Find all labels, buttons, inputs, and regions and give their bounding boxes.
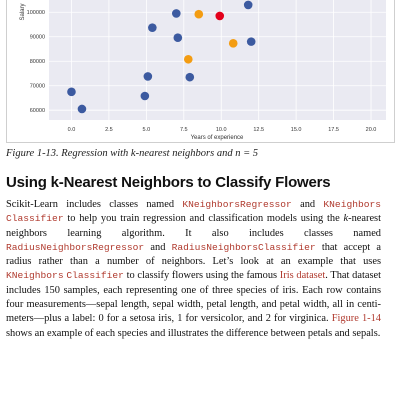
text-run: that accept a radius [6, 241, 382, 268]
y-tick-labels: 60000 70000 80000 90000 100000 [27, 10, 45, 114]
training-point [243, 0, 253, 10]
text-run: shows an example of each species and ill… [6, 327, 306, 339]
neighbors-point [228, 39, 238, 48]
training-point [143, 72, 153, 81]
text-run: and [291, 199, 324, 210]
y-tick-label: 90000 [30, 35, 45, 41]
text-run: 150 samples, each representing one of th… [6, 284, 381, 311]
x-tick-labels: 0.0 2.5 5.0 7.5 10.0 12.5 15.0 17.5 20.0 [68, 127, 377, 133]
x-tick-label: 10.0 [216, 127, 227, 133]
y-tick-label: 100000 [27, 10, 45, 16]
inline-code: RadiusNeighborsClassifier [171, 241, 316, 253]
data-points [67, 0, 256, 114]
inline-code: Classifier [6, 213, 64, 225]
text-run: rather than a number of neighbors. Let’s… [38, 256, 381, 268]
y-tick-label: 60000 [30, 108, 45, 114]
text-run: petals and sepals. [307, 327, 381, 339]
training-point [140, 91, 150, 101]
neighbors-point [183, 54, 193, 64]
x-tick-label: 5.0 [143, 127, 151, 133]
neighbors-point [194, 9, 204, 19]
prediction-point [215, 11, 225, 21]
grid [49, 0, 386, 120]
text-run: measurements—sepal length, sepal width, … [26, 299, 381, 311]
text-run: Scikit-Learn includes classes named [6, 199, 183, 210]
text-run: -nearest neighbors learning algorithm. I… [6, 213, 381, 239]
inline-code: KNeighbors [323, 199, 381, 210]
section-heading: Using k-Nearest Neighbors to Classify Fl… [6, 174, 331, 191]
text-run: to classify flowers using the famous [123, 270, 280, 282]
x-axis-label: Years of experience [191, 135, 244, 141]
body-paragraph: Scikit-Learn includes classes named KNei… [6, 198, 381, 341]
training-point [173, 33, 183, 43]
italic-text: k [343, 213, 349, 225]
x-tick-label: 0.0 [68, 127, 76, 133]
text-link[interactable]: Iris dataset [279, 270, 326, 282]
y-tick-label: 80000 [30, 59, 45, 65]
text-run: meters—plus a label: 0 for a setosa iris… [6, 313, 329, 325]
figure-caption: Figure 1-13. Regression with k-nearest n… [6, 148, 259, 159]
text-run: . That dataset includes [6, 270, 381, 296]
figure: 60000 70000 80000 90000 100000 0.0 2.5 5.0 7.5 1… [6, 0, 395, 143]
x-tick-label: 20.0 [366, 127, 377, 133]
x-tick-label: 15.0 [291, 127, 302, 133]
x-tick-label: 7.5 [180, 127, 188, 133]
plot-area [49, 0, 386, 120]
text-run: and [144, 241, 172, 253]
text-link[interactable]: Figure 1-14 [331, 313, 381, 325]
y-axis-label: Salary [20, 3, 26, 20]
inline-code: KNeighborsRegressor [182, 199, 292, 210]
inline-code: RadiusNeighborsRegressor [6, 241, 145, 253]
inline-code: Classifier [66, 270, 124, 282]
training-point [77, 104, 87, 114]
text-run: to help you train regression and classif… [63, 213, 340, 225]
training-point [172, 9, 181, 18]
training-point [67, 87, 76, 97]
inline-code: KNeighbors [6, 270, 64, 282]
training-point [246, 37, 256, 46]
x-tick-label: 12.5 [253, 127, 264, 133]
scatter-plot: 60000 70000 80000 90000 100000 0.0 2.5 5.0 7.5 1… [20, 0, 386, 141]
training-point [148, 23, 157, 32]
training-point [185, 72, 195, 82]
x-tick-label: 17.5 [328, 127, 339, 133]
x-tick-label: 2.5 [105, 127, 113, 133]
y-tick-label: 70000 [30, 84, 45, 90]
